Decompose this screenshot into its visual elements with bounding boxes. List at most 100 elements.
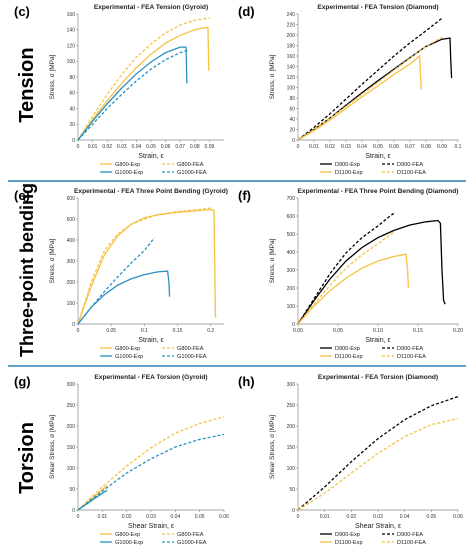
- y-tick-label: 400: [287, 250, 296, 256]
- y-axis-label: Stress, σ [MPa]: [269, 54, 276, 99]
- legend-label: G1000-Exp: [115, 354, 143, 360]
- x-tick-label: 0.02: [102, 144, 112, 150]
- x-tick-label: 0.06: [453, 514, 463, 520]
- y-tick-label: 500: [67, 217, 76, 223]
- y-tick-label: 180: [287, 43, 296, 49]
- x-tick-label: 0.01: [320, 514, 330, 520]
- row-label-tension: Tension: [16, 47, 38, 122]
- legend-label: D900-Exp: [335, 162, 360, 168]
- x-axis-label: Strain, ε: [138, 337, 163, 344]
- x-tick-label: 0.2: [207, 328, 214, 334]
- x-tick-label: 0.05: [426, 514, 436, 520]
- y-tick-label: 60: [289, 106, 295, 112]
- legend-label: G800-FEA: [177, 346, 204, 352]
- y-tick-label: 600: [287, 214, 296, 220]
- y-tick-label: 0: [72, 138, 75, 144]
- x-tick-label: 0.05: [106, 328, 116, 334]
- y-tick-label: 300: [67, 259, 76, 265]
- x-tick-label: 0.06: [219, 514, 229, 520]
- legend-label: D900-FEA: [397, 162, 423, 168]
- y-tick-label: 300: [67, 382, 76, 388]
- x-tick-label: 0.15: [413, 328, 423, 334]
- x-tick-label: 0.01: [97, 514, 107, 520]
- series-line-g1000-fea: [77, 237, 155, 325]
- y-tick-label: 400: [67, 238, 76, 244]
- x-tick-label: 0.09: [437, 144, 447, 150]
- x-axis-label: Shear Strain, ε: [128, 523, 174, 530]
- chart-title: Experimental - FEA Three Point Bending (…: [74, 188, 228, 195]
- chart-panel-2: (d) Experimental - FEA Tension (Diamond) 0…: [238, 4, 462, 176]
- x-tick-label: 0.03: [146, 514, 156, 520]
- chart-panel-4: (f) Experimental - FEA Three Point Bendin…: [238, 188, 463, 360]
- y-tick-label: 250: [67, 403, 76, 409]
- x-tick-label: 0.04: [170, 514, 180, 520]
- y-tick-label: 20: [69, 122, 75, 128]
- y-axis-label: Stress, σ [MPa]: [49, 54, 56, 99]
- x-tick-label: 0.08: [421, 144, 431, 150]
- x-tick-label: 0.07: [405, 144, 415, 150]
- x-tick-label: 0.00: [293, 328, 303, 334]
- y-tick-label: 140: [287, 64, 296, 70]
- y-tick-label: 300: [287, 382, 296, 388]
- x-tick-label: 0: [77, 328, 80, 334]
- chart-title: Experimental - FEA Tension (Diamond): [317, 4, 438, 11]
- x-tick-label: 0.05: [333, 328, 343, 334]
- y-tick-label: 160: [67, 12, 76, 18]
- legend-label: G1000-Exp: [115, 540, 143, 546]
- series-line-d1100-exp: [297, 253, 410, 325]
- y-tick-label: 0: [292, 138, 295, 144]
- x-axis-label: Shear Strain, ε: [355, 523, 401, 530]
- y-tick-label: 100: [287, 466, 296, 472]
- series-line-g1000-fea: [77, 49, 188, 141]
- y-tick-label: 100: [287, 85, 296, 91]
- series-line-g800-exp: [77, 208, 217, 325]
- y-tick-label: 500: [287, 232, 296, 238]
- chart-panel-5: (g) Experimental - FEA Torsion (Gyroid) 0 5…: [14, 374, 229, 546]
- x-tick-label: 0.15: [173, 328, 183, 334]
- series-line-d900-fea: [297, 212, 395, 325]
- panel-letter: (g): [14, 374, 31, 389]
- row-label-torsion: Torsion: [16, 422, 38, 494]
- panel-letter: (f): [238, 188, 251, 203]
- x-tick-label: 0.01: [309, 144, 319, 150]
- legend-label: D900-Exp: [335, 346, 360, 352]
- legend-label: G1000-FEA: [177, 170, 207, 176]
- series-line-d900-fea: [297, 17, 443, 141]
- series-line-g800-exp: [77, 26, 210, 141]
- y-tick-label: 120: [287, 75, 296, 81]
- legend-label: G800-Exp: [115, 346, 140, 352]
- legend-label: D1100-Exp: [335, 540, 363, 546]
- x-tick-label: 0.09: [205, 144, 215, 150]
- y-tick-label: 100: [67, 466, 76, 472]
- y-tick-label: 150: [287, 445, 296, 451]
- chart-title: Experimental - FEA Torsion (Gyroid): [94, 374, 207, 381]
- y-tick-label: 0: [72, 508, 75, 514]
- x-tick-label: 0.03: [117, 144, 127, 150]
- legend-label: G800-FEA: [177, 162, 204, 168]
- y-tick-label: 40: [69, 106, 75, 112]
- y-tick-label: 0: [72, 322, 75, 328]
- x-tick-label: 0.1: [141, 328, 148, 334]
- y-tick-label: 100: [67, 301, 76, 307]
- x-tick-label: 0.05: [373, 144, 383, 150]
- y-tick-label: 200: [287, 286, 296, 292]
- y-tick-label: 50: [289, 487, 295, 493]
- x-tick-label: 0.02: [122, 514, 132, 520]
- y-tick-label: 20: [289, 127, 295, 133]
- y-tick-label: 200: [287, 33, 296, 39]
- legend-label: D1100-Exp: [335, 354, 363, 360]
- y-tick-label: 200: [67, 424, 76, 430]
- series-line-g800-fea: [77, 17, 210, 141]
- x-tick-label: 0: [297, 144, 300, 150]
- x-tick-label: 0.02: [325, 144, 335, 150]
- x-tick-label: 0.08: [190, 144, 200, 150]
- panel-letter: (e): [14, 188, 30, 203]
- y-tick-label: 80: [69, 75, 75, 81]
- series-line-g1000-fea: [77, 433, 225, 511]
- x-tick-label: 0.06: [161, 144, 171, 150]
- x-tick-label: 0: [77, 144, 80, 150]
- x-tick-label: 0.03: [341, 144, 351, 150]
- legend-label: D900-FEA: [397, 532, 423, 538]
- panel-letter: (c): [14, 4, 30, 19]
- legend-label: G800-FEA: [177, 532, 204, 538]
